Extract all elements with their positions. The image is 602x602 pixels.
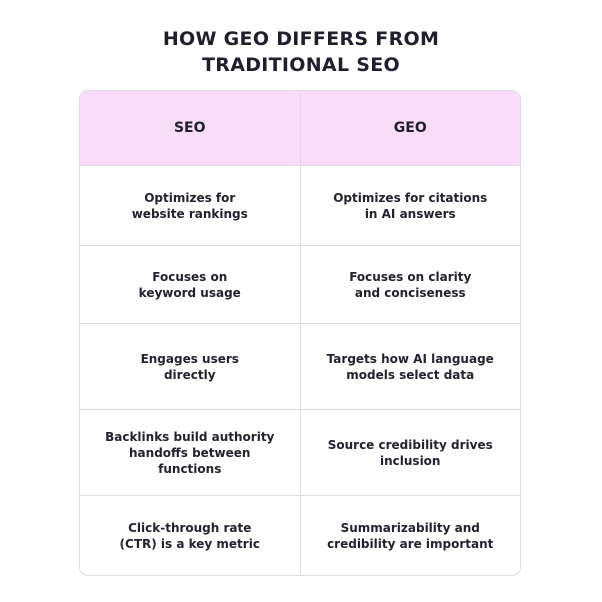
cell-text: Optimizes for website rankings — [131, 190, 248, 221]
cell-text: Source credibility drives inclusion — [327, 437, 493, 468]
header-cell-geo: GEO — [299, 91, 521, 165]
table-cell-seo: Engages users directly — [80, 324, 300, 409]
cell-text: Summarizability and credibility are impo… — [327, 520, 494, 551]
table-cell-seo: Optimizes for website rankings — [80, 166, 300, 245]
table-row: Backlinks build authority handoffs betwe… — [80, 409, 520, 495]
table-cell-geo: Optimizes for citations in AI answers — [299, 166, 521, 245]
table-cell-seo: Click-through rate (CTR) is a key metric — [80, 496, 300, 575]
title-line-2: TRADITIONAL SEO — [202, 54, 400, 76]
page-title: HOW GEO DIFFERS FROM TRADITIONAL SEO — [0, 26, 602, 78]
table-cell-geo: Summarizability and credibility are impo… — [299, 496, 521, 575]
cell-text: Optimizes for citations in AI answers — [333, 190, 488, 221]
cell-text: Focuses on clarity and conciseness — [349, 269, 472, 300]
cell-text: Click-through rate (CTR) is a key metric — [119, 520, 260, 551]
header-cell-seo: SEO — [173, 120, 206, 136]
table-row: Click-through rate (CTR) is a key metric… — [80, 495, 520, 575]
table-cell-geo: Source credibility drives inclusion — [299, 410, 521, 495]
table-header-row: SEO GEO — [80, 91, 520, 165]
cell-text: Backlinks build authority handoffs betwe… — [105, 429, 275, 476]
table-cell-seo: Backlinks build authority handoffs betwe… — [80, 410, 300, 495]
table-row: Optimizes for website rankings Optimizes… — [80, 165, 520, 245]
comparison-table: SEO GEO Optimizes for website rankings O… — [79, 90, 521, 576]
cell-text: Targets how AI language models select da… — [326, 351, 494, 382]
table-cell-seo: Focuses on keyword usage — [80, 246, 300, 323]
cell-text: Engages users directly — [140, 351, 239, 382]
title-line-1: HOW GEO DIFFERS FROM — [162, 28, 440, 50]
table-row: Focuses on keyword usage Focuses on clar… — [80, 245, 520, 323]
table-cell-geo: Focuses on clarity and conciseness — [299, 246, 521, 323]
table-cell-geo: Targets how AI language models select da… — [299, 324, 521, 409]
table-row: Engages users directly Targets how AI la… — [80, 323, 520, 409]
cell-text: Focuses on keyword usage — [138, 269, 241, 300]
